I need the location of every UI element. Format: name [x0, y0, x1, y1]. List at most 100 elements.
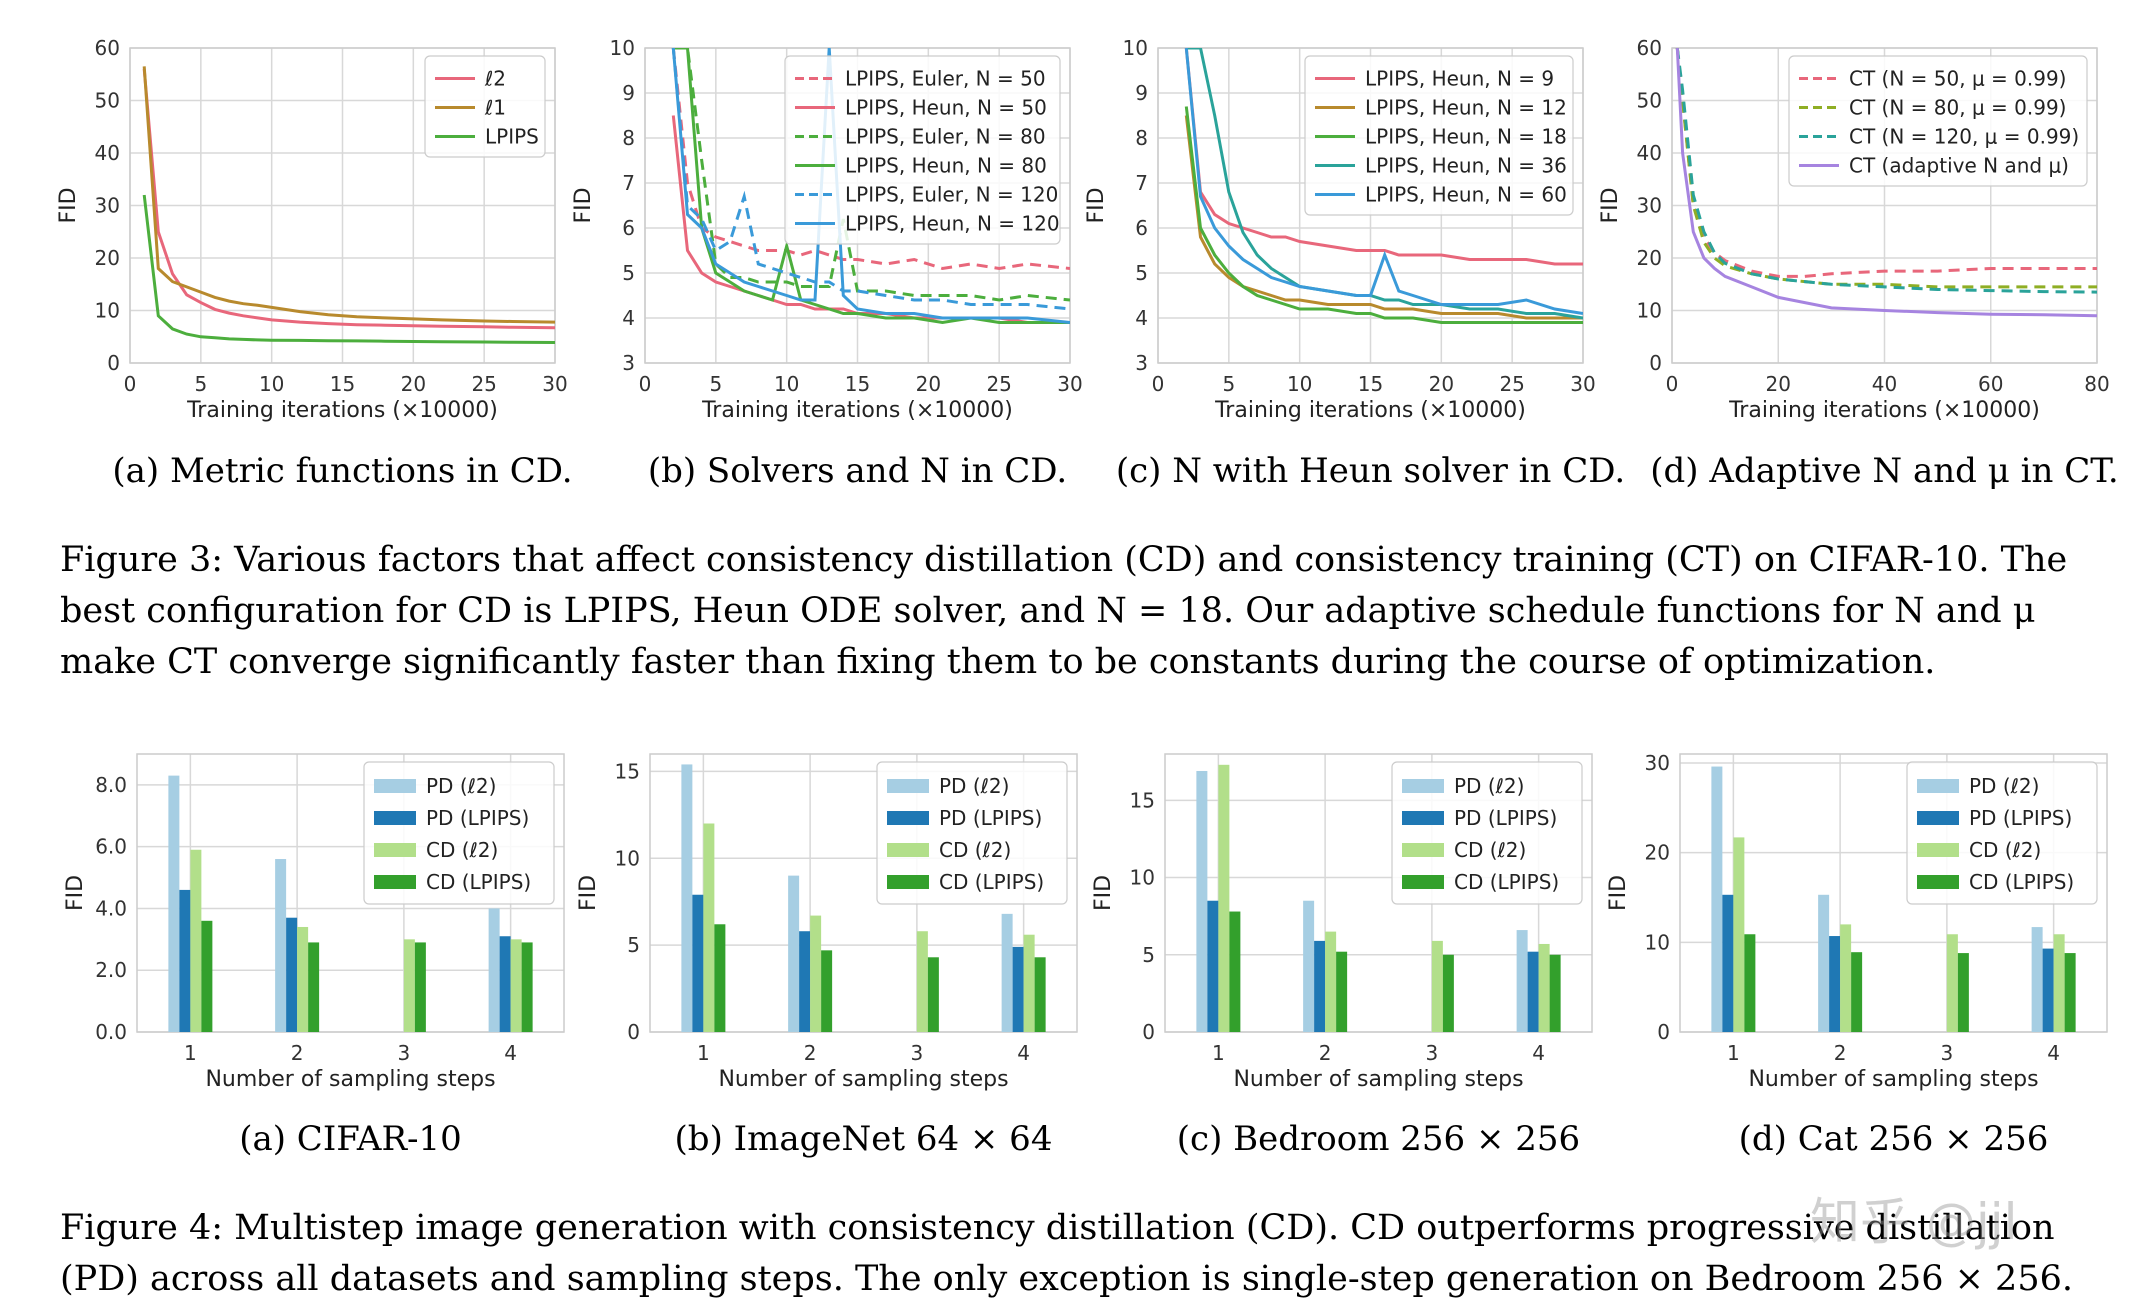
legend: PD (ℓ2) PD (LPIPS) CD (ℓ2) CD (LPIPS)	[1391, 761, 1583, 905]
y-tick-label: 5	[1135, 261, 1148, 285]
y-tick-label: 8.0	[95, 773, 127, 797]
legend-label-cd-2: CD (ℓ2)	[939, 838, 1011, 862]
bar-cd-lpips-step-3	[414, 942, 426, 1032]
legend-label-cd-lpips: CD (LPIPS)	[1969, 870, 2074, 894]
bar-pd-lpips-step-1	[179, 889, 191, 1032]
bar-cd-lpips-step-3	[927, 957, 939, 1032]
legend-label-pd-2: PD (ℓ2)	[426, 774, 496, 798]
legend: PD (ℓ2) PD (LPIPS) CD (ℓ2) CD (LPIPS)	[363, 761, 555, 905]
chart-6: 0 5 10 15 1 2 3 4 Number of sampling steps FID PD …	[576, 753, 1078, 1159]
y-tick-label: 10	[1645, 930, 1670, 954]
y-tick-label: 4	[1135, 306, 1148, 330]
x-tick-label: 20	[1766, 372, 1791, 396]
x-tick-label: 4	[504, 1041, 517, 1065]
legend-swatch	[1402, 875, 1444, 889]
y-tick-label: 40	[95, 141, 120, 165]
plot-frame	[136, 753, 565, 1033]
legend-label-lpips-heun-n-12: LPIPS, Heun, N = 12	[1365, 96, 1567, 120]
bar-cd-lpips-step-2	[821, 950, 833, 1032]
y-tick-label: 40	[1637, 141, 1662, 165]
figure4-caption: Figure 4: Multistep image generation wit…	[60, 1208, 2073, 1299]
plot-frame	[1157, 47, 1584, 364]
plot-frame	[1679, 753, 2108, 1033]
x-tick-label: 3	[1426, 1041, 1439, 1065]
y-tick-label: 8	[622, 126, 635, 150]
y-tick-label: 20	[1645, 841, 1670, 865]
watermark: 知乎 @jjl	[1810, 1193, 2018, 1251]
legend-swatch	[374, 779, 416, 793]
legend-label-pd-lpips: PD (LPIPS)	[1969, 806, 2072, 830]
bar-pd-2-step-4	[1001, 913, 1013, 1032]
bar-pd-2-step-4	[1516, 930, 1528, 1032]
chart-subtitle: (b) Solvers and N in CD.	[648, 451, 1067, 491]
y-tick-label: 10	[1123, 36, 1148, 60]
y-tick-label: 0.0	[95, 1020, 127, 1044]
legend-swatch	[1917, 843, 1959, 857]
bar-cd-2-step-4	[1538, 943, 1550, 1032]
x-axis-label: Training iterations (×10000)	[701, 398, 1013, 423]
x-tick-label: 25	[986, 372, 1011, 396]
bar-cd-2-step-3	[1431, 940, 1443, 1032]
legend-swatch	[887, 811, 929, 825]
y-axis-label: FID	[1091, 875, 1116, 911]
y-tick-label: 60	[1637, 36, 1662, 60]
legend: LPIPS, Euler, N = 50 LPIPS, Heun, N = 50 L…	[784, 55, 1061, 245]
y-tick-label: 5	[627, 933, 640, 957]
y-axis-label: FID	[56, 187, 81, 223]
x-tick-label: 25	[1499, 372, 1524, 396]
bar-cd-lpips-step-4	[2064, 953, 2076, 1032]
x-tick-label: 5	[194, 372, 207, 396]
bar-cd-lpips-step-2	[1336, 951, 1348, 1032]
y-tick-label: 20	[95, 246, 120, 270]
x-tick-label: 2	[1319, 1041, 1332, 1065]
legend-swatch	[887, 779, 929, 793]
y-axis-label: FID	[1598, 187, 1623, 223]
plot-frame	[649, 753, 1078, 1033]
legend-label-cd-lpips: CD (LPIPS)	[1454, 870, 1559, 894]
x-tick-label: 0	[124, 372, 137, 396]
legend-label-cd-2: CD (ℓ2)	[426, 838, 498, 862]
x-tick-label: 20	[401, 372, 426, 396]
series-line-lpips-heun-n-18	[1184, 106, 1583, 324]
series-line-lpips-heun-n-120	[671, 48, 1070, 324]
bar-cd-2-step-2	[1325, 931, 1337, 1032]
chart-subtitle: (a) Metric functions in CD.	[112, 451, 572, 491]
y-tick-label: 8	[1135, 126, 1148, 150]
legend-label-2: ℓ2	[484, 67, 506, 91]
legend-box	[424, 55, 546, 158]
bar-cd-lpips-step-4	[1549, 954, 1561, 1032]
x-tick-label: 2	[291, 1041, 304, 1065]
bar-cd-lpips-step-3	[1442, 954, 1454, 1032]
bar-cd-lpips-step-1	[714, 924, 726, 1032]
x-tick-label: 60	[1978, 372, 2003, 396]
x-tick-label: 15	[1358, 372, 1383, 396]
x-tick-label: 3	[398, 1041, 411, 1065]
y-tick-label: 20	[1637, 246, 1662, 270]
bar-cd-lpips-step-4	[521, 942, 533, 1032]
series-line-lpips-heun-n-60	[1184, 48, 1583, 315]
x-tick-label: 25	[471, 372, 496, 396]
legend-label-ct-n-120-0-99: CT (N = 120, μ = 0.99)	[1849, 125, 2079, 149]
y-tick-label: 15	[615, 759, 640, 783]
y-tick-label: 15	[1130, 788, 1155, 812]
chart-subtitle: (d) Cat 256 × 256	[1739, 1119, 2049, 1159]
y-tick-label: 4.0	[95, 896, 127, 920]
y-tick-label: 10	[95, 299, 120, 323]
bar-pd-lpips-step-4	[1527, 951, 1539, 1032]
x-axis-label: Number of sampling steps	[718, 1067, 1008, 1092]
x-tick-label: 4	[2047, 1041, 2060, 1065]
chart-subtitle: (c) Bedroom 256 × 256	[1177, 1119, 1580, 1159]
legend-label-lpips-euler-n-80: LPIPS, Euler, N = 80	[845, 125, 1046, 149]
bar-cd-lpips-step-2	[308, 942, 320, 1032]
y-tick-label: 0	[107, 351, 120, 375]
legend: LPIPS, Heun, N = 9 LPIPS, Heun, N = 12 LPI…	[1304, 55, 1574, 216]
chart-2: 3 4 5 6 7 8 9 10 0 5 10 15 20 25 30 Training iterations…	[571, 36, 1083, 491]
bar-cd-lpips-step-2	[1851, 952, 1863, 1032]
bar-cd-2-step-2	[1840, 924, 1852, 1032]
bar-cd-2-step-4	[2053, 934, 2065, 1032]
legend-label-lpips-heun-n-60: LPIPS, Heun, N = 60	[1365, 183, 1567, 207]
x-axis-label: Number of sampling steps	[205, 1067, 495, 1092]
legend-swatch	[374, 811, 416, 825]
y-tick-label: 10	[1130, 866, 1155, 890]
